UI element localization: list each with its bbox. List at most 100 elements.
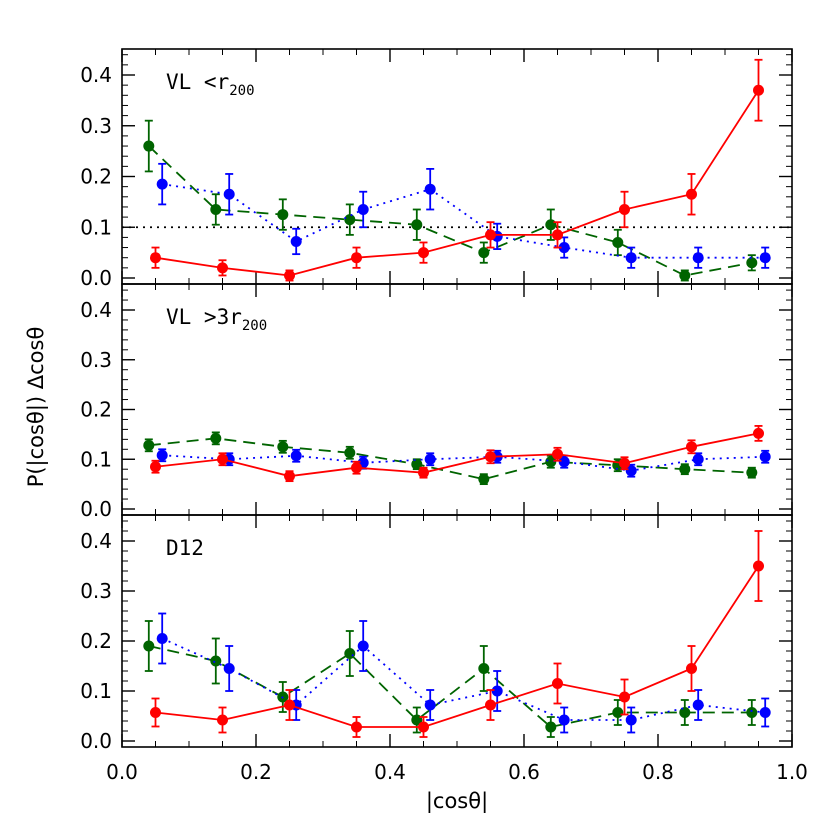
data-point: [344, 648, 356, 659]
series-line: [161, 637, 766, 721]
data-point: [679, 463, 691, 475]
y-tick-label: 0.3: [80, 348, 112, 372]
data-point: [552, 678, 563, 689]
series-line: [162, 454, 766, 472]
data-point: [686, 663, 697, 674]
data-point: [156, 633, 168, 644]
data-point: [156, 178, 168, 190]
data-point: [143, 640, 155, 652]
data-point: [418, 467, 429, 479]
data-point: [478, 473, 490, 485]
data-point: [210, 203, 222, 215]
x-axis-title: |cosθ|: [426, 789, 488, 814]
series-dashed: [143, 119, 758, 282]
y-tick-label: 0.2: [80, 629, 112, 653]
data-point: [290, 235, 302, 247]
data-point: [759, 707, 771, 718]
data-point: [351, 252, 362, 264]
data-point: [290, 450, 302, 462]
panel-label-subscript: 200: [229, 83, 254, 99]
data-point: [692, 252, 704, 264]
data-point: [478, 247, 490, 259]
data-point: [357, 640, 369, 652]
y-tick-label: 0.2: [80, 398, 112, 422]
panel-label: D12: [166, 536, 204, 560]
panel-1: 0.0 0.1 0.2 0.3 0.4 VL <r200: [80, 48, 793, 290]
data-point: [686, 188, 697, 200]
data-point: [284, 269, 295, 281]
data-point: [759, 451, 771, 463]
data-point: [625, 465, 637, 477]
x-tick-label: 0.0: [106, 760, 138, 784]
data-point: [344, 214, 356, 226]
data-point: [478, 663, 490, 674]
data-point: [344, 447, 356, 459]
series-line: [148, 645, 752, 728]
data-point: [679, 269, 691, 281]
data-point: [753, 84, 764, 96]
data-point: [418, 247, 429, 259]
series-line: [148, 437, 752, 481]
y-tick-label: 0.0: [80, 729, 112, 753]
series-line: [162, 183, 766, 259]
data-point: [759, 252, 771, 264]
data-point: [612, 236, 624, 248]
data-point: [485, 229, 496, 241]
data-point: [625, 252, 637, 264]
series-solid: [150, 530, 764, 738]
data-point: [143, 439, 155, 451]
data-point: [619, 691, 630, 703]
data-point: [612, 707, 624, 718]
x-tick-label: 0.4: [374, 760, 406, 784]
y-tick-label: 0.3: [80, 579, 112, 603]
data-point: [679, 707, 691, 718]
data-point: [411, 219, 423, 231]
data-point: [552, 448, 563, 460]
panel-3: 0.0 0.1 0.2 0.3 0.4 0.0 0.2 0.4 0.6 0.8 1.0 D12: [80, 514, 808, 784]
panels: 0.0 0.1 0.2 0.3 0.4 VL <r200 0.0 0.1 0.2 0.3 0.4 VL…: [80, 48, 808, 784]
y-tick-label: 0.4: [80, 529, 112, 553]
data-point: [746, 707, 758, 718]
series-line: [148, 145, 752, 277]
data-point: [150, 252, 161, 264]
data-point: [424, 183, 436, 195]
data-point: [558, 714, 570, 726]
data-point: [686, 441, 697, 453]
data-point: [753, 560, 764, 572]
data-point: [223, 663, 235, 674]
data-point: [284, 470, 295, 482]
series-dashed: [143, 620, 758, 738]
data-point: [619, 203, 630, 215]
data-point: [210, 432, 222, 444]
data-point: [223, 188, 235, 200]
data-point: [217, 453, 228, 465]
data-point: [485, 451, 496, 463]
panel-label-subscript: 200: [242, 318, 267, 334]
data-point: [277, 209, 289, 221]
panel-2: 0.0 0.1 0.2 0.3 0.4 VL >3r200: [80, 283, 793, 521]
data-point: [351, 721, 362, 733]
data-point: [746, 467, 758, 479]
y-tick-label: 0.3: [80, 114, 112, 138]
data-point: [692, 699, 704, 711]
data-point: [284, 699, 295, 711]
data-point: [558, 456, 570, 468]
series-solid: [150, 58, 764, 282]
data-point: [424, 699, 436, 711]
data-point: [217, 714, 228, 726]
data-point: [491, 685, 503, 697]
data-point: [418, 721, 429, 733]
x-tick-label: 0.2: [240, 760, 272, 784]
data-point: [545, 456, 557, 468]
series-dotted: [156, 162, 771, 269]
series-solid: [150, 425, 764, 483]
data-point: [619, 457, 630, 469]
series-line: [155, 565, 760, 728]
x-tick-label: 1.0: [776, 760, 808, 784]
data-point: [753, 427, 764, 439]
x-tick-label: 0.8: [642, 760, 674, 784]
data-point: [217, 262, 228, 274]
y-tick-label: 0.2: [80, 165, 112, 189]
y-tick-label: 0.0: [80, 266, 112, 290]
